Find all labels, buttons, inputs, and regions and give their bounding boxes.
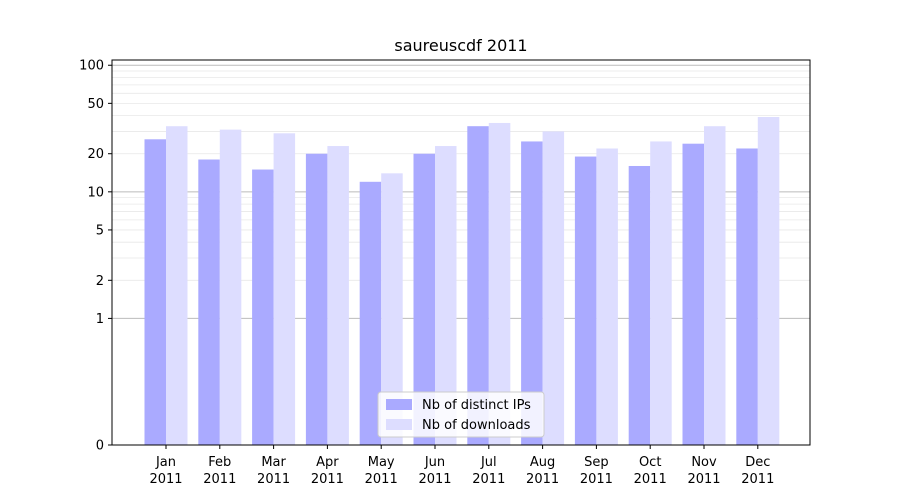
bar-distinct-ips (467, 126, 489, 446)
x-tick-label-month: Jul (480, 455, 497, 470)
bar-distinct-ips (252, 169, 274, 445)
bar-distinct-ips (574, 156, 597, 446)
bar-downloads (219, 129, 242, 445)
bar-downloads (166, 126, 188, 446)
x-tick-label-month: Apr (316, 455, 339, 470)
legend-box (377, 391, 545, 438)
x-tick-label-month: Dec (745, 455, 770, 470)
legend-swatch (386, 419, 412, 430)
x-tick-label-year: 2011 (634, 472, 667, 487)
bars (144, 117, 780, 446)
y-axis: 0 1 2 5 10 20 50 100 (79, 59, 112, 454)
x-tick-label-year: 2011 (418, 472, 451, 487)
x-tick-label-year: 2011 (257, 472, 290, 487)
bar-distinct-ips (144, 139, 166, 445)
y-tick-label: 100 (79, 59, 104, 74)
x-tick-label-year: 2011 (203, 472, 236, 487)
x-tick-label-year: 2011 (741, 472, 774, 487)
x-axis: Jan 2011 Feb 2011 Mar 2011 Apr 2011 May 2011 Jun 20… (149, 445, 774, 487)
bar-downloads (273, 133, 296, 445)
legend-swatch (386, 399, 412, 410)
x-tick-label-year: 2011 (365, 472, 398, 487)
x-tick-label-year: 2011 (687, 472, 720, 487)
plot-frame (111, 59, 811, 446)
bar-downloads (327, 146, 349, 445)
y-tick-label: 20 (87, 147, 104, 162)
x-tick-label-month: Aug (530, 455, 555, 470)
x-tick-label-year: 2011 (526, 472, 559, 487)
x-tick-label-month: Nov (691, 455, 717, 470)
bar-downloads (704, 126, 726, 446)
x-tick-label-month: Jan (155, 455, 176, 470)
bar-distinct-ips (413, 153, 435, 446)
x-tick-label-year: 2011 (472, 472, 505, 487)
x-tick-label-month: Feb (208, 455, 231, 470)
x-tick-label-month: Jun (424, 455, 445, 470)
bar-downloads (542, 131, 565, 445)
bar-downloads (757, 117, 780, 446)
x-tick-label-month: Mar (261, 455, 286, 470)
legend-label: Nb of downloads (422, 418, 531, 433)
bar-distinct-ips (198, 159, 220, 445)
bar-downloads (488, 122, 511, 445)
bar-distinct-ips (359, 181, 382, 445)
legend-label: Nb of distinct IPs (422, 398, 531, 413)
bar-downloads (650, 141, 672, 445)
bar-distinct-ips (736, 148, 758, 445)
x-tick-label-year: 2011 (149, 472, 182, 487)
bar-distinct-ips (628, 165, 651, 446)
x-tick-label-month: May (368, 455, 395, 470)
chart-title: saureuscdf 2011 (394, 36, 527, 55)
y-tick-label: 10 (87, 185, 104, 200)
x-tick-label-year: 2011 (311, 472, 344, 487)
bar-distinct-ips (682, 143, 704, 445)
y-tick-label: 0 (96, 439, 104, 454)
legend: Nb of distinct IPs Nb of downloads (377, 391, 545, 438)
bar-downloads (381, 173, 403, 445)
x-tick-label-year: 2011 (580, 472, 613, 487)
x-tick-label-month: Sep (584, 455, 609, 470)
bar-downloads (596, 148, 618, 445)
bar-downloads (435, 146, 457, 445)
y-tick-label: 1 (96, 312, 104, 327)
bar-distinct-ips (305, 153, 328, 446)
x-tick-label-month: Oct (639, 455, 661, 470)
bar-distinct-ips (521, 141, 543, 445)
y-tick-label: 50 (87, 97, 104, 112)
y-tick-label: 2 (96, 274, 104, 289)
y-tick-label: 5 (96, 223, 104, 238)
